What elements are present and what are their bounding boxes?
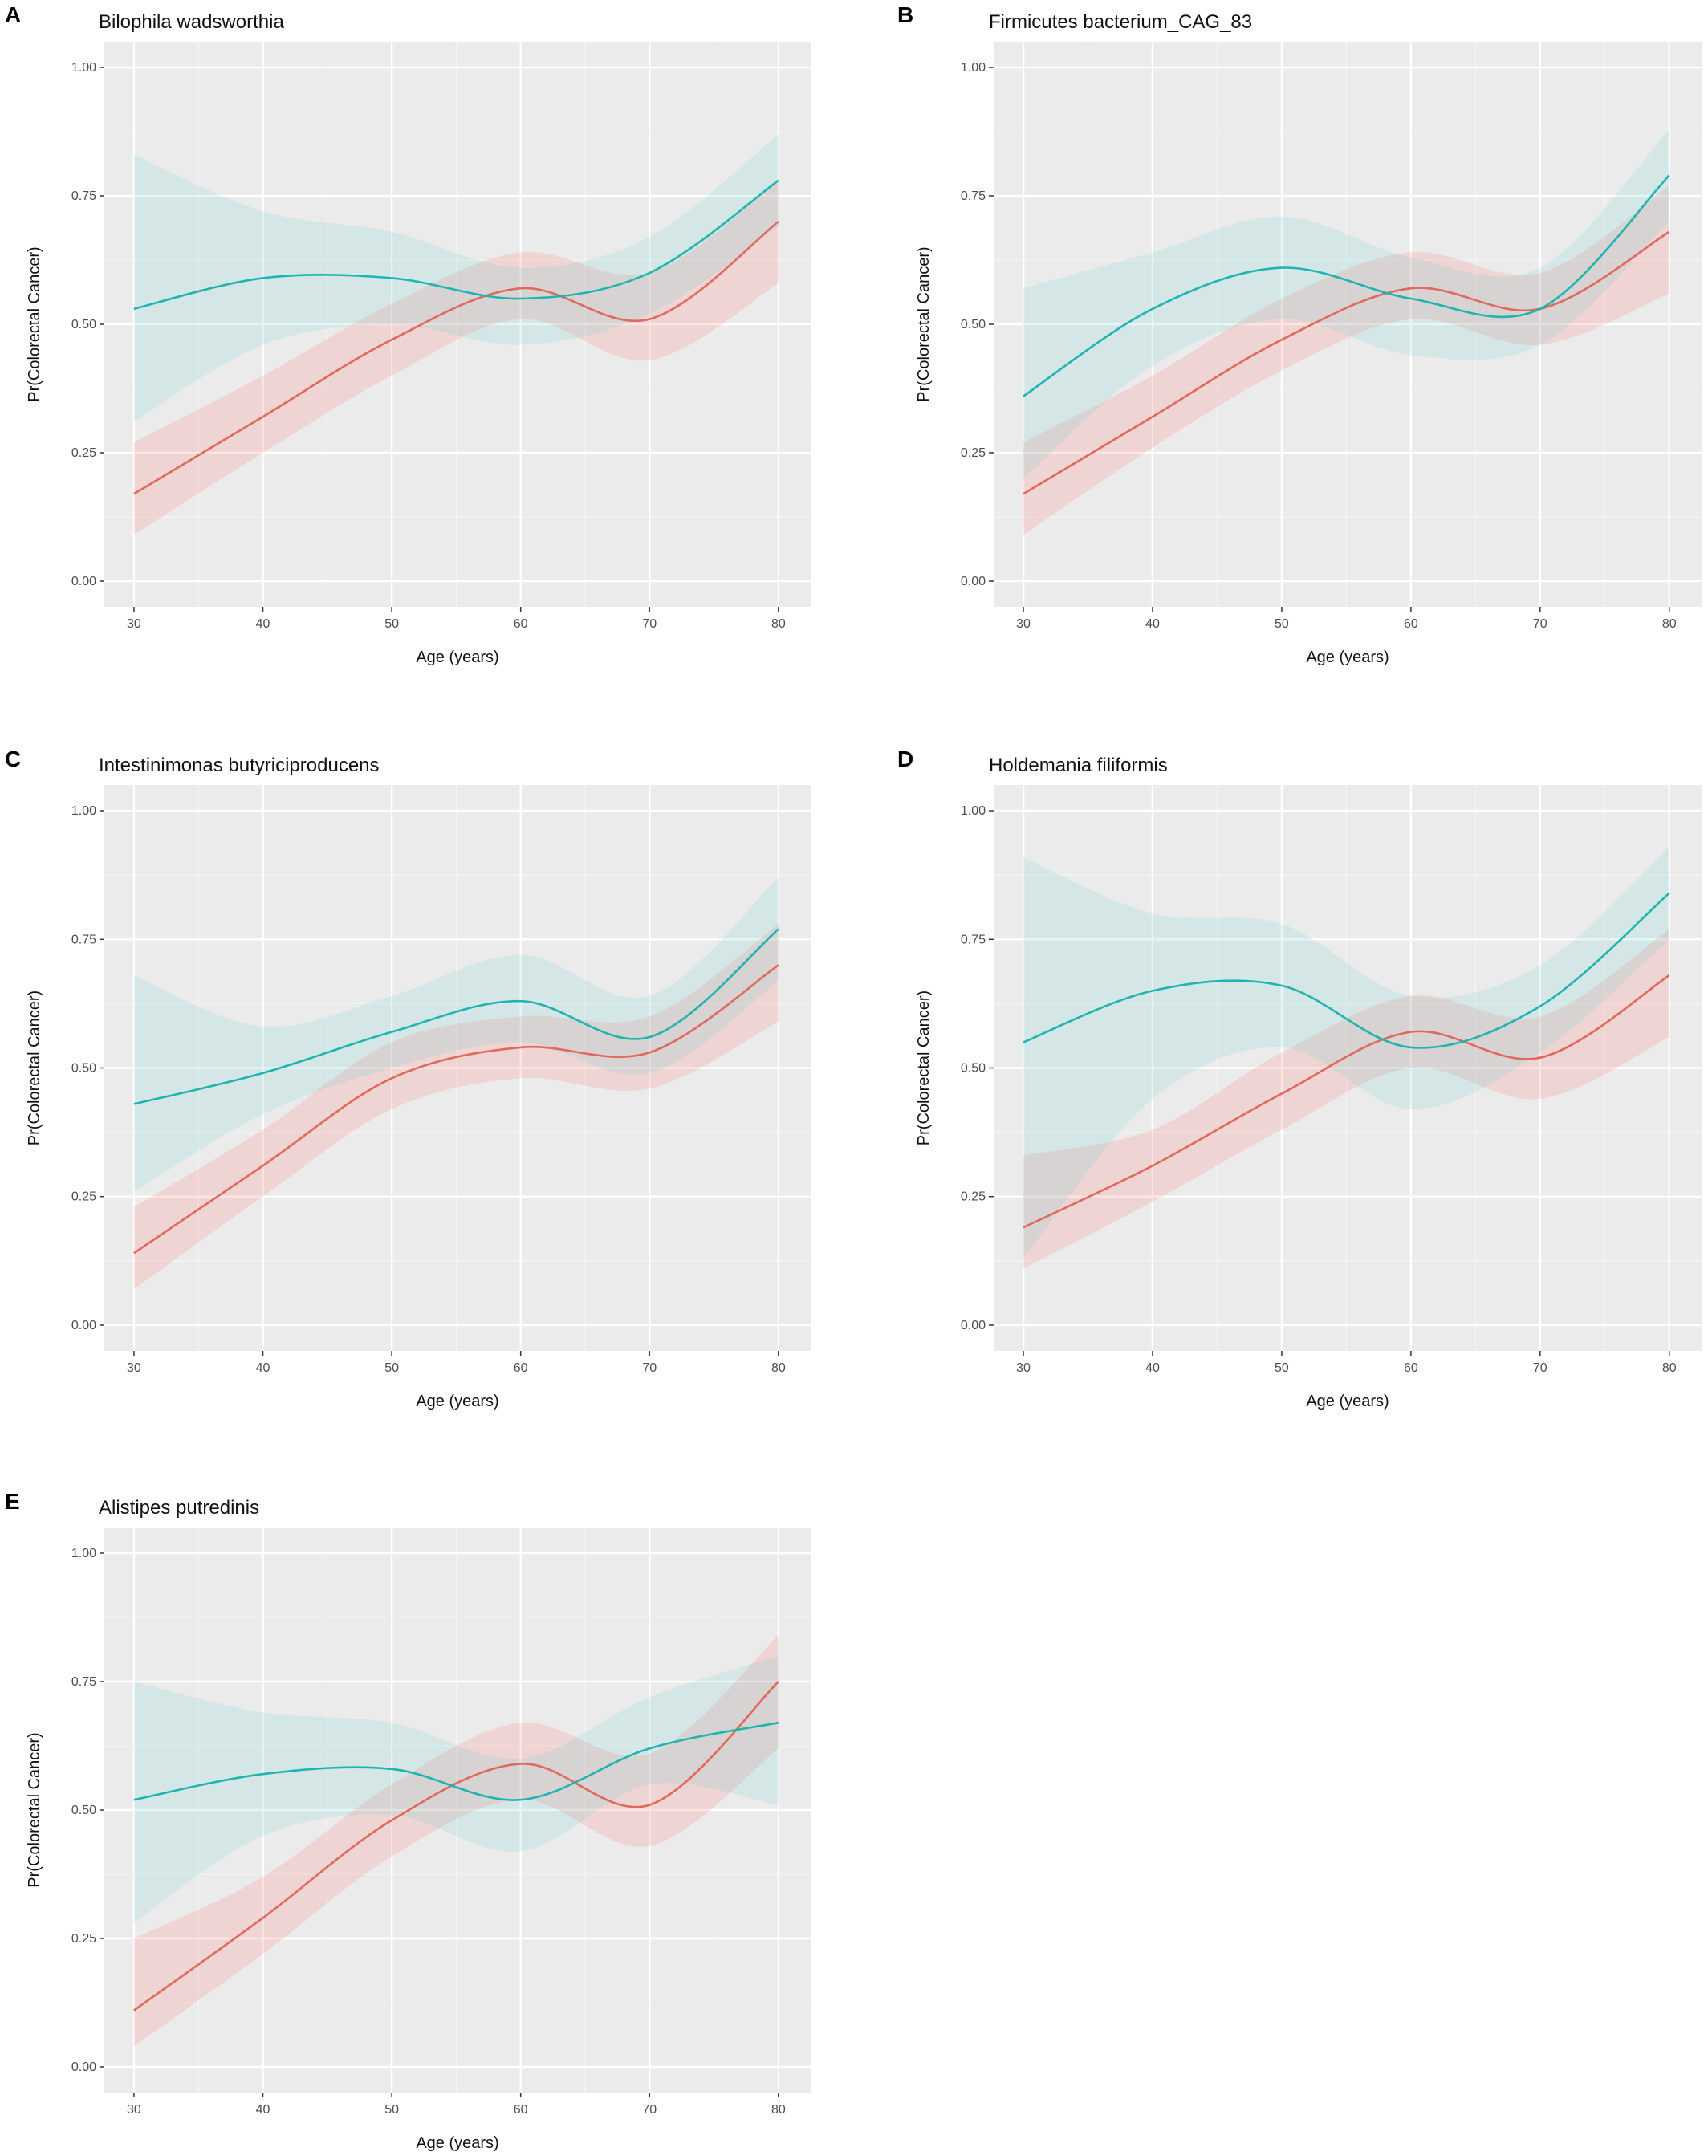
y-tick-label: 1.00 [961, 61, 986, 75]
confidence-band-red [133, 1635, 779, 2047]
x-tick-label: 30 [127, 1361, 141, 1375]
x-tick-label: 40 [256, 1361, 270, 1375]
x-tick-label: 30 [127, 2103, 141, 2117]
panel-letter: A [5, 2, 21, 27]
x-tick-label: 30 [1016, 1361, 1031, 1375]
x-tick-label: 30 [127, 617, 141, 631]
x-tick-label: 40 [256, 617, 270, 631]
panel-letter: C [5, 746, 21, 771]
y-tick-label: 0.25 [71, 1190, 96, 1204]
chart-panel-a: A Bilophila wadsworthia 30 40 50 60 70 80 0.00 0.… [5, 2, 811, 666]
chart-panel-e: E Alistipes putredinis 30 40 50 60 70 80 0.00 0.2… [5, 1489, 811, 2152]
y-tick-label: 0.00 [71, 2060, 96, 2074]
y-tick-label: 0.50 [961, 1062, 986, 1076]
y-tick-label: 0.00 [961, 575, 986, 588]
y-tick-label: 0.00 [961, 1319, 986, 1332]
x-tick-label: 60 [1404, 1361, 1418, 1375]
y-tick-label: 0.00 [71, 575, 96, 588]
x-tick-label: 30 [1016, 617, 1031, 631]
series-line-red [133, 1681, 779, 2012]
x-tick-label: 50 [384, 1361, 399, 1375]
x-tick-label: 40 [256, 2103, 270, 2117]
x-tick-label: 80 [771, 1361, 786, 1375]
y-tick-label: 0.25 [961, 446, 986, 460]
y-axis-title: Pr(Colorectal Cancer) [915, 246, 933, 401]
y-tick-label: 0.25 [71, 1932, 96, 1946]
x-tick-label: 50 [1275, 1361, 1289, 1375]
y-axis-title: Pr(Colorectal Cancer) [26, 991, 43, 1145]
y-tick-label: 0.25 [961, 1190, 986, 1204]
x-tick-label: 80 [771, 2103, 786, 2117]
x-tick-label: 70 [642, 2103, 657, 2117]
x-axis-title: Age (years) [1306, 1393, 1389, 1410]
y-tick-label: 1.00 [71, 1547, 96, 1560]
x-tick-label: 50 [384, 617, 399, 631]
series-line-red [1023, 230, 1670, 495]
x-tick-label: 60 [514, 1361, 528, 1375]
y-tick-label: 0.50 [71, 318, 96, 332]
chart-panel-d: D Holdemania filiformis 30 40 50 60 70 80 0.00 0.… [897, 746, 1702, 1410]
panel-letter: E [5, 1489, 20, 1514]
x-tick-label: 70 [642, 1361, 657, 1375]
panel-title: Bilophila wadsworthia [99, 11, 284, 33]
x-tick-label: 80 [1662, 617, 1677, 631]
x-tick-label: 50 [384, 2103, 399, 2117]
panel-title: Holdemania filiformis [989, 755, 1168, 776]
panel-letter: B [897, 2, 913, 27]
y-tick-label: 0.75 [71, 1675, 96, 1689]
x-tick-label: 50 [1275, 617, 1289, 631]
x-axis-title: Age (years) [416, 2134, 498, 2152]
x-tick-label: 80 [1662, 1361, 1677, 1375]
confidence-band-red [1023, 929, 1669, 1269]
x-tick-label: 60 [514, 2103, 528, 2117]
x-axis-title: Age (years) [1306, 649, 1389, 666]
series-line-teal [1023, 892, 1670, 1049]
x-tick-label: 70 [1533, 617, 1547, 631]
y-tick-label: 0.25 [71, 446, 96, 460]
x-tick-label: 60 [1404, 617, 1418, 631]
x-tick-label: 70 [642, 617, 657, 631]
series-line-teal [133, 179, 779, 311]
y-tick-label: 1.00 [71, 804, 96, 818]
y-tick-label: 0.50 [961, 318, 986, 332]
series-line-teal [133, 1721, 779, 1801]
y-tick-label: 1.00 [71, 61, 96, 75]
panel-title: Firmicutes bacterium_CAG_83 [989, 11, 1252, 33]
y-axis-title: Pr(Colorectal Cancer) [26, 1732, 43, 1887]
confidence-band-red [133, 180, 779, 535]
x-tick-label: 60 [514, 617, 528, 631]
y-tick-label: 0.75 [71, 933, 96, 946]
panel-title: Intestinimonas butyriciproducens [99, 755, 380, 776]
confidence-band-teal [133, 134, 779, 422]
confidence-band-teal [133, 877, 779, 1192]
y-tick-label: 0.75 [71, 189, 96, 203]
x-tick-label: 40 [1145, 1361, 1160, 1375]
chart-panel-c: C Intestinimonas butyriciproducens 30 40 50 6… [5, 746, 811, 1410]
series-line-red [133, 964, 779, 1255]
x-tick-label: 40 [1145, 617, 1160, 631]
confidence-band-teal [1023, 846, 1669, 1259]
y-tick-label: 1.00 [961, 804, 986, 818]
x-tick-label: 80 [771, 617, 786, 631]
series-line-red [1023, 974, 1670, 1229]
panel-title: Alistipes putredinis [99, 1497, 259, 1519]
y-axis-title: Pr(Colorectal Cancer) [26, 246, 43, 401]
x-tick-label: 70 [1533, 1361, 1547, 1375]
y-tick-label: 0.75 [961, 189, 986, 203]
y-axis-title: Pr(Colorectal Cancer) [915, 991, 933, 1145]
y-tick-label: 0.00 [71, 1319, 96, 1332]
x-axis-title: Age (years) [416, 1393, 498, 1410]
y-tick-label: 0.50 [71, 1062, 96, 1076]
series-line-red [133, 220, 779, 495]
x-axis-title: Age (years) [416, 649, 498, 666]
panel-letter: D [897, 746, 913, 771]
confidence-band-teal [133, 1656, 779, 1923]
series-line-teal [1023, 174, 1670, 397]
chart-panel-b: B Firmicutes bacterium_CAG_83 30 40 50 60 70 80… [897, 2, 1702, 666]
series-line-teal [133, 928, 779, 1105]
confidence-band-teal [1023, 128, 1669, 479]
y-tick-label: 0.50 [71, 1804, 96, 1817]
y-tick-label: 0.75 [961, 933, 986, 946]
